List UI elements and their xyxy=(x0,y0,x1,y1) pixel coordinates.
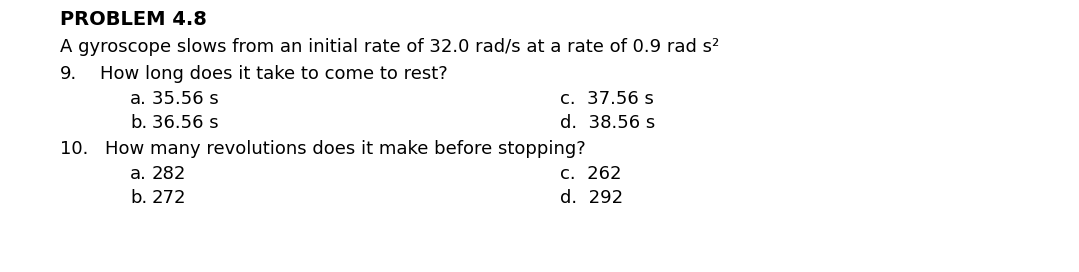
Text: b.: b. xyxy=(129,189,147,207)
Text: 10.: 10. xyxy=(60,140,88,158)
Text: How many revolutions does it make before stopping?: How many revolutions does it make before… xyxy=(105,140,586,158)
Text: 282: 282 xyxy=(152,165,187,183)
Text: A gyroscope slows from an initial rate of 32.0 rad/s at a rate of 0.9 rad s²: A gyroscope slows from an initial rate o… xyxy=(60,38,720,56)
Text: c.  37.56 s: c. 37.56 s xyxy=(560,90,654,108)
Text: b.: b. xyxy=(129,114,147,132)
Text: 35.56 s: 35.56 s xyxy=(152,90,219,108)
Text: 36.56 s: 36.56 s xyxy=(152,114,219,132)
Text: c.  262: c. 262 xyxy=(560,165,622,183)
Text: a.: a. xyxy=(129,165,147,183)
Text: a.: a. xyxy=(129,90,147,108)
Text: d.  292: d. 292 xyxy=(560,189,624,207)
Text: d.  38.56 s: d. 38.56 s xyxy=(560,114,655,132)
Text: 9.: 9. xyxy=(60,65,78,83)
Text: PROBLEM 4.8: PROBLEM 4.8 xyxy=(60,10,207,29)
Text: 272: 272 xyxy=(152,189,187,207)
Text: How long does it take to come to rest?: How long does it take to come to rest? xyxy=(100,65,448,83)
